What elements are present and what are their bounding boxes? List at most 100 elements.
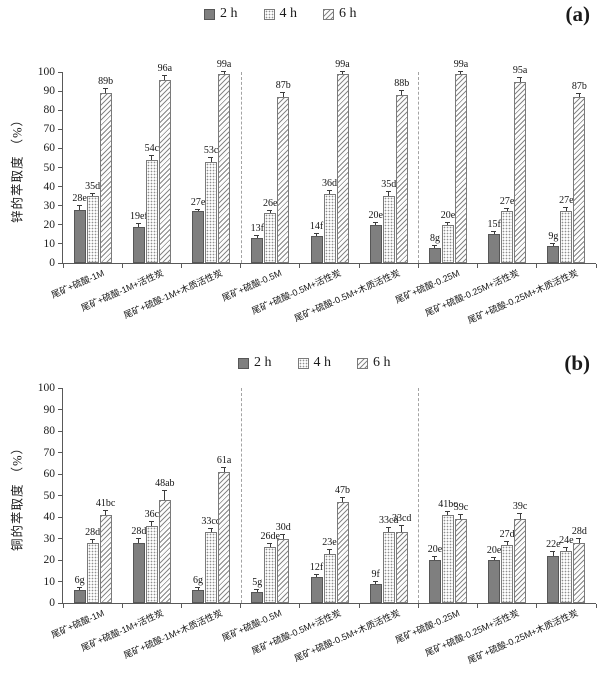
bar-value-label: 26e bbox=[263, 198, 278, 210]
bar-value-label: 28e bbox=[72, 192, 87, 204]
y-tick-label: 30 bbox=[43, 532, 56, 545]
y-tick-label: 40 bbox=[43, 511, 56, 523]
error-bar bbox=[164, 75, 166, 80]
error-bar bbox=[460, 514, 462, 520]
error-bar bbox=[401, 525, 403, 533]
error-bar-cap bbox=[504, 540, 510, 542]
x-axis-tick bbox=[536, 604, 538, 608]
error-bar bbox=[342, 497, 343, 502]
x-axis-tick bbox=[417, 264, 419, 268]
y-tick-label: 0 bbox=[49, 257, 55, 269]
bar-2h bbox=[369, 224, 382, 263]
y-tick-label: 90 bbox=[43, 403, 56, 416]
error-bar bbox=[105, 89, 107, 94]
error-bar bbox=[519, 77, 521, 82]
error-bar-cap bbox=[457, 513, 463, 515]
legend-label: 2 h bbox=[254, 355, 272, 370]
legend-swatch-dots-icon bbox=[297, 357, 309, 369]
error-bar-cap bbox=[254, 235, 260, 237]
legend-label: 4 h bbox=[279, 6, 298, 21]
x-axis-tick bbox=[358, 264, 360, 268]
error-bar bbox=[164, 491, 166, 500]
bar-value-label: 41bc bbox=[95, 497, 116, 509]
error-bar-cap bbox=[148, 155, 154, 157]
error-bar-cap bbox=[372, 580, 378, 582]
bar-value-label: 9g bbox=[548, 230, 559, 242]
x-axis-tick bbox=[477, 264, 479, 268]
error-bar-cap bbox=[576, 92, 582, 94]
y-axis-tick bbox=[58, 205, 62, 207]
bar-6h bbox=[395, 94, 408, 263]
error-bar bbox=[447, 222, 449, 225]
x-axis-tick bbox=[121, 604, 123, 608]
error-bar-cap bbox=[550, 242, 556, 244]
error-bar-cap bbox=[135, 537, 141, 539]
bar-value-label: 6g bbox=[193, 574, 204, 586]
error-bar-cap bbox=[208, 156, 214, 158]
bar-4h bbox=[560, 211, 573, 263]
bar-2h bbox=[251, 592, 264, 603]
error-bar-cap bbox=[76, 204, 82, 206]
bar-value-label: 28d bbox=[85, 526, 101, 538]
group-separator-line bbox=[418, 388, 420, 603]
bar-value-label: 95a bbox=[512, 64, 528, 76]
legend-item-4h: 4 h bbox=[297, 355, 331, 371]
y-axis-tick bbox=[58, 409, 62, 410]
error-bar-cap bbox=[326, 549, 332, 551]
bar-6h bbox=[158, 79, 171, 263]
error-bar bbox=[552, 243, 554, 246]
error-bar bbox=[138, 223, 140, 227]
error-bar-cap bbox=[563, 206, 569, 208]
bar-value-label: 48ab bbox=[155, 478, 175, 490]
error-bar bbox=[197, 209, 199, 212]
error-bar-cap bbox=[254, 589, 260, 591]
bar-value-label: 87b bbox=[571, 80, 587, 92]
error-bar bbox=[79, 587, 81, 591]
y-tick-label: 20 bbox=[43, 554, 56, 566]
bar-4h bbox=[560, 551, 573, 603]
bar-2h bbox=[310, 236, 323, 263]
bar-value-label: 35d bbox=[381, 179, 397, 191]
bar-value-label: 47b bbox=[335, 484, 350, 496]
bar-6h bbox=[336, 73, 349, 263]
panel-label-b: (b) bbox=[564, 351, 590, 375]
legend-item-2h: 2 h bbox=[204, 6, 238, 22]
bar-value-label: 28d bbox=[571, 525, 587, 537]
error-bar bbox=[316, 575, 317, 578]
x-axis-tick bbox=[240, 264, 242, 268]
group-separator-line bbox=[418, 72, 420, 263]
legend-swatch-solid-icon bbox=[238, 357, 249, 369]
bar-value-label: 8g bbox=[429, 232, 440, 244]
error-bar-cap bbox=[76, 586, 82, 588]
y-axis-tick bbox=[58, 495, 62, 496]
bar-value-label: 35d bbox=[85, 181, 101, 193]
y-axis-tick bbox=[58, 167, 62, 168]
error-bar-cap bbox=[504, 207, 510, 209]
error-bar bbox=[565, 207, 567, 212]
x-axis-tick bbox=[180, 604, 182, 608]
error-bar bbox=[282, 535, 284, 539]
bar-4h bbox=[145, 159, 158, 263]
error-bar bbox=[434, 245, 436, 248]
error-bar bbox=[210, 528, 212, 533]
error-bar-cap bbox=[563, 547, 569, 549]
bar-4h bbox=[323, 194, 336, 263]
legend-label: 6 h bbox=[373, 355, 391, 370]
x-category-label-text: 尾矿+硫酸-0.5M+木质活性炭 bbox=[292, 267, 402, 324]
bar-value-label: 13f bbox=[250, 223, 264, 235]
bar-4h bbox=[205, 161, 218, 263]
x-category-label-text: 尾矿+硫酸-1M+木质活性炭 bbox=[122, 267, 224, 321]
bar-value-label: 24e bbox=[559, 535, 574, 547]
bar-4h bbox=[501, 211, 514, 263]
x-axis-tick bbox=[477, 604, 479, 608]
bar-2h bbox=[428, 247, 441, 263]
y-axis-tick bbox=[58, 430, 62, 432]
y-axis-tick bbox=[58, 109, 62, 111]
error-bar bbox=[493, 557, 495, 560]
error-bar bbox=[342, 72, 343, 74]
y-tick-label: 50 bbox=[43, 161, 56, 174]
bar-4h bbox=[501, 544, 514, 603]
error-bar bbox=[282, 93, 284, 97]
bar-6h bbox=[573, 96, 586, 263]
x-axis-tick bbox=[240, 604, 242, 608]
